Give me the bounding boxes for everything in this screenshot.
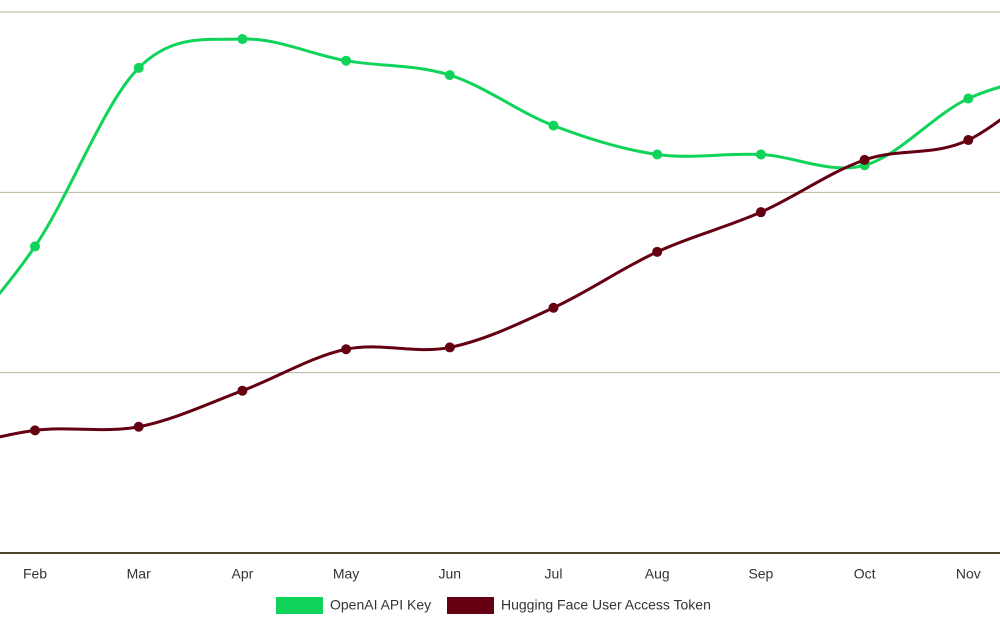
data-point (30, 241, 40, 252)
data-point (548, 302, 559, 313)
x-tick-label: Mar (127, 566, 151, 582)
data-point (237, 385, 248, 396)
data-point (963, 93, 974, 104)
data-point (30, 425, 40, 436)
x-tick-label: Feb (23, 566, 47, 582)
x-tick-label: May (333, 566, 359, 582)
x-tick-label: Jun (439, 566, 462, 582)
data-point (652, 149, 663, 160)
data-point (548, 120, 559, 131)
data-point (859, 154, 870, 165)
x-tick-label: Sep (748, 566, 773, 582)
data-point (444, 342, 455, 353)
data-point (652, 246, 663, 257)
data-point (341, 55, 352, 66)
legend-swatch (276, 597, 323, 614)
x-tick-label: Apr (232, 566, 254, 582)
x-tick-label: Oct (854, 566, 876, 582)
series-line (0, 37, 1000, 296)
data-point (133, 421, 144, 432)
data-point (963, 135, 974, 146)
data-point (237, 34, 248, 45)
data-point (755, 207, 766, 218)
legend-label: Hugging Face User Access Token (501, 597, 711, 613)
data-point (444, 70, 455, 81)
series-line (0, 118, 1000, 439)
x-tick-label: Jul (545, 566, 563, 582)
data-point (341, 344, 352, 355)
legend-label: OpenAI API Key (330, 597, 431, 613)
x-tick-label: Nov (956, 566, 981, 582)
x-tick-label: Aug (645, 566, 670, 582)
data-point (133, 62, 144, 73)
legend-swatch (447, 597, 494, 614)
data-point (755, 149, 766, 160)
